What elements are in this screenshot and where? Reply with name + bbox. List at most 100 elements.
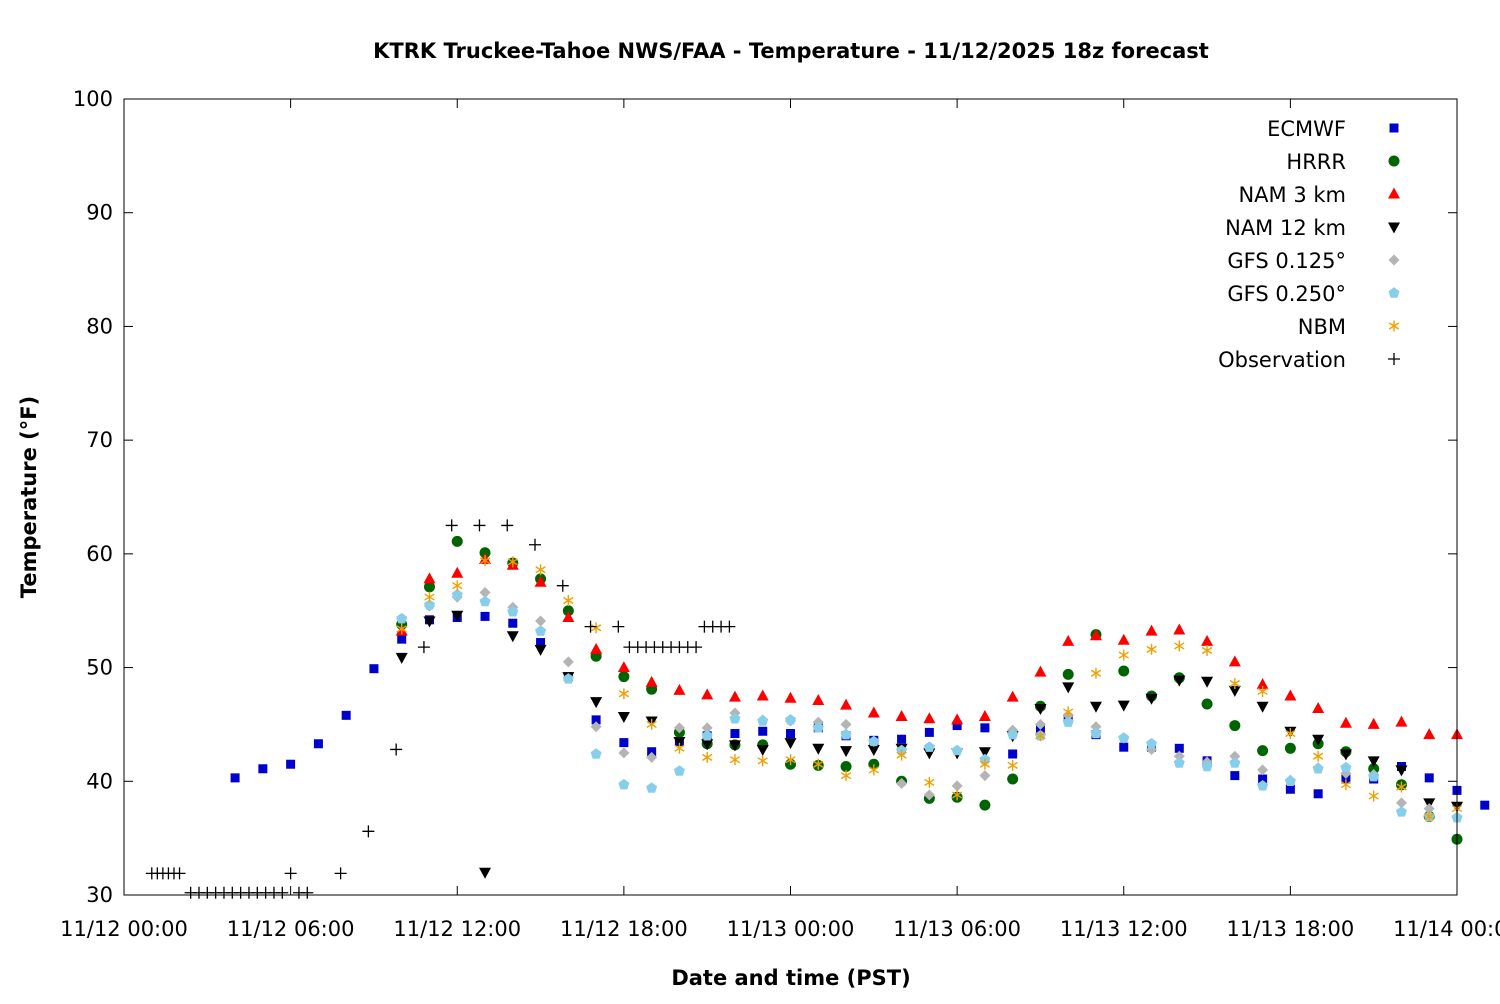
- data-point-nbm: [1340, 779, 1352, 791]
- data-point-nbm: [924, 776, 935, 788]
- data-point-nam-12-km: [701, 739, 714, 751]
- data-point-nam-12-km: [756, 744, 769, 756]
- data-point-observation: [723, 620, 736, 633]
- data-point-hrrr: [451, 535, 463, 547]
- data-point-nam-12-km: [840, 746, 853, 758]
- data-point-ecmwf: [1480, 800, 1490, 810]
- data-point-nam-3-km: [1145, 624, 1158, 636]
- data-point-nbm: [1396, 781, 1407, 793]
- x-tick-label: 11/12 12:00: [393, 917, 521, 941]
- data-point-gfs-0-250: [1395, 806, 1407, 817]
- data-point-nbm: [1201, 645, 1213, 657]
- data-point-ecmwf: [924, 727, 934, 737]
- data-point-hrrr: [1229, 720, 1241, 732]
- data-point-nbm: [1035, 730, 1046, 742]
- series-nam-3-km: [395, 553, 1463, 740]
- legend-marker-nam-12-km: [1388, 222, 1400, 234]
- data-point-nam-12-km: [423, 616, 436, 628]
- data-point-nam-3-km: [1423, 728, 1436, 740]
- legend-marker-nbm: [1388, 320, 1400, 332]
- x-tick-label: 11/14 00:00: [1393, 917, 1500, 941]
- data-point-nam-3-km: [1339, 716, 1352, 728]
- data-point-nam-12-km: [534, 644, 547, 656]
- series-nbm: [396, 555, 1463, 823]
- data-point-gfs-0-125: [701, 722, 713, 734]
- data-point-nam-12-km: [1145, 693, 1158, 705]
- series-ecmwf: [230, 611, 1490, 810]
- data-point-hrrr: [1368, 763, 1380, 775]
- data-point-nbm: [452, 580, 463, 592]
- data-point-ecmwf: [1174, 743, 1184, 753]
- data-point-hrrr: [1007, 773, 1019, 785]
- data-point-observation: [612, 620, 625, 633]
- data-point-ecmwf: [647, 747, 657, 757]
- data-point-nam-3-km: [1034, 665, 1047, 677]
- data-point-gfs-0-250: [423, 599, 435, 610]
- data-point-nbm: [813, 758, 824, 770]
- data-point-gfs-0-250: [1062, 716, 1074, 727]
- data-point-gfs-0-125: [1173, 750, 1185, 762]
- legend-marker-ecmwf: [1389, 123, 1399, 133]
- data-point-ecmwf: [230, 773, 240, 783]
- data-point-nbm: [396, 623, 407, 635]
- data-point-nam-3-km: [978, 709, 991, 721]
- data-point-nam-3-km: [1089, 629, 1102, 641]
- data-point-nam-3-km: [1228, 655, 1241, 667]
- data-point-observation: [556, 579, 569, 592]
- data-point-nam-3-km: [1367, 717, 1380, 729]
- data-point-nam-3-km: [812, 694, 825, 706]
- legend-label-nbm: NBM: [1298, 315, 1346, 339]
- legend-marker-nam-3-km: [1388, 187, 1400, 199]
- data-point-ecmwf: [286, 759, 296, 769]
- x-tick-label: 11/12 18:00: [560, 917, 688, 941]
- data-point-nam-12-km: [1312, 734, 1325, 746]
- data-point-ecmwf: [313, 739, 323, 749]
- data-point-gfs-0-250: [1118, 732, 1130, 743]
- data-point-observation: [390, 743, 403, 756]
- y-axis-label: Temperature (°F): [17, 396, 41, 598]
- legend-label-gfs-0-125: GFS 0.125°: [1227, 249, 1346, 273]
- x-tick-label: 11/12 00:00: [60, 917, 188, 941]
- data-point-gfs-0-250: [646, 782, 658, 793]
- data-point-nam-3-km: [840, 698, 853, 710]
- data-point-ecmwf: [591, 715, 601, 725]
- chart-title: KTRK Truckee-Tahoe NWS/FAA - Temperature…: [373, 39, 1209, 63]
- data-point-ecmwf: [1285, 784, 1295, 794]
- data-point-ecmwf: [758, 726, 768, 736]
- data-point-nam-3-km: [590, 642, 603, 654]
- data-point-hrrr: [868, 758, 880, 770]
- data-point-hrrr: [1201, 698, 1213, 710]
- data-point-nbm: [1312, 750, 1324, 762]
- data-point-hrrr: [618, 671, 630, 683]
- legend-marker-observation: [1388, 353, 1400, 365]
- data-point-nbm: [785, 754, 796, 766]
- data-point-nbm: [702, 751, 713, 763]
- data-point-hrrr: [1257, 745, 1269, 757]
- x-tick-label: 11/12 06:00: [227, 917, 355, 941]
- data-point-nam-12-km: [617, 711, 630, 723]
- x-tick-label: 11/13 00:00: [727, 917, 855, 941]
- data-point-nam-3-km: [617, 661, 630, 673]
- data-point-nam-3-km: [756, 689, 769, 701]
- data-point-nbm: [1229, 677, 1241, 689]
- data-point-nam-12-km: [1173, 675, 1186, 687]
- legend: ECMWF HRRR NAM 3 km NAM 12 km GFS 0.125° GFS …: [1218, 117, 1400, 372]
- data-point-nbm: [590, 622, 602, 634]
- data-point-ecmwf: [1119, 742, 1129, 752]
- data-point-gfs-0-125: [1395, 797, 1407, 809]
- series-gfs-0-250: [396, 588, 1463, 823]
- data-point-nbm: [840, 770, 852, 782]
- data-point-ecmwf: [341, 710, 351, 720]
- data-point-nam-3-km: [1256, 678, 1269, 690]
- data-point-nam-3-km: [451, 566, 464, 578]
- data-point-gfs-0-125: [896, 778, 908, 790]
- data-point-nam-3-km: [1201, 634, 1214, 646]
- data-point-ecmwf: [258, 764, 268, 774]
- data-point-nbm: [507, 556, 518, 568]
- data-point-gfs-0-125: [479, 587, 491, 599]
- data-point-gfs-0-125: [535, 615, 547, 627]
- data-point-gfs-0-250: [618, 778, 630, 790]
- data-point-nam-12-km: [1034, 704, 1047, 716]
- data-point-nbm: [868, 764, 879, 776]
